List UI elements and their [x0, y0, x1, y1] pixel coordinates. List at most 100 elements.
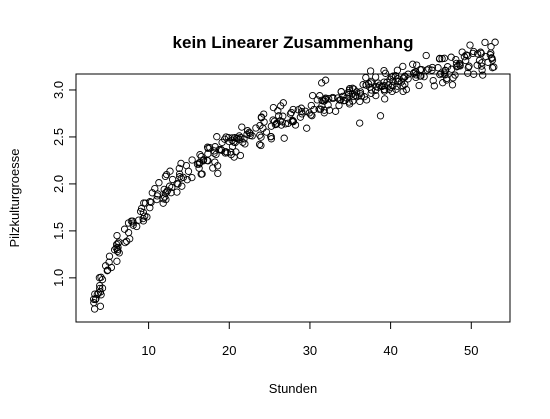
- data-point: [374, 79, 382, 87]
- data-point: [438, 55, 446, 63]
- data-point: [275, 112, 283, 120]
- data-point: [188, 156, 196, 164]
- data-point: [356, 119, 364, 127]
- data-point: [252, 124, 260, 132]
- data-point: [284, 119, 292, 127]
- data-point: [376, 112, 385, 120]
- y-tick-label: 2.5: [51, 128, 66, 146]
- data-point: [241, 140, 249, 148]
- data-point: [318, 96, 326, 104]
- data-point: [143, 213, 151, 221]
- data-point: [479, 71, 487, 79]
- x-tick-label: 30: [303, 343, 317, 358]
- data-point: [129, 219, 137, 227]
- data-point: [399, 62, 407, 71]
- data-point: [269, 103, 278, 112]
- data-point: [298, 108, 306, 116]
- data-point: [279, 99, 287, 107]
- y-tick-label: 1.5: [51, 222, 66, 240]
- data-point: [113, 231, 121, 240]
- data-point: [97, 273, 105, 281]
- data-point: [168, 175, 177, 184]
- data-point: [345, 98, 353, 106]
- data-point: [289, 117, 297, 125]
- data-point: [155, 179, 163, 187]
- data-point: [477, 49, 485, 58]
- data-point: [402, 85, 411, 94]
- data-point: [96, 281, 104, 290]
- data-point: [273, 119, 281, 127]
- data-point: [417, 65, 426, 74]
- data-point: [412, 73, 420, 82]
- data-point: [362, 73, 370, 82]
- data-point: [345, 90, 353, 98]
- data-point: [161, 189, 170, 197]
- data-point: [165, 182, 174, 190]
- x-axis: 10 20 30 40 50: [141, 321, 479, 358]
- data-point: [197, 152, 205, 161]
- data-point: [458, 48, 466, 56]
- y-tick-label: 3.0: [51, 81, 66, 99]
- data-point: [93, 290, 101, 299]
- data-point: [214, 169, 222, 178]
- data-point: [320, 106, 328, 114]
- data-point: [387, 73, 396, 81]
- data-point: [443, 63, 452, 71]
- data-point: [176, 173, 184, 181]
- data-point: [173, 188, 181, 196]
- data-point: [204, 144, 212, 153]
- data-point: [329, 93, 337, 102]
- y-axis-label: Pilzkulturgroesse: [7, 149, 22, 248]
- data-point: [366, 67, 375, 75]
- data-point: [449, 74, 457, 82]
- data-point: [197, 170, 205, 178]
- data-point: [237, 134, 245, 142]
- data-point: [490, 63, 498, 71]
- data-point: [391, 72, 400, 80]
- data-point: [277, 121, 286, 129]
- data-point: [267, 122, 276, 130]
- data-point: [401, 72, 409, 80]
- data-point: [320, 109, 328, 117]
- data-point: [124, 219, 133, 227]
- data-point: [167, 189, 175, 197]
- data-point: [243, 130, 251, 139]
- data-point: [383, 78, 391, 86]
- data-point: [307, 111, 315, 119]
- data-point: [456, 61, 464, 69]
- data-point: [105, 252, 114, 260]
- data-point: [447, 53, 455, 61]
- data-point: [115, 238, 123, 246]
- data-point: [227, 150, 235, 159]
- data-point: [352, 88, 361, 96]
- data-point: [96, 302, 105, 310]
- data-point: [349, 97, 357, 105]
- data-point: [371, 73, 380, 81]
- data-point: [236, 151, 245, 160]
- data-point: [452, 55, 460, 64]
- data-point: [209, 164, 217, 172]
- data-point: [422, 51, 430, 60]
- x-tick-label: 50: [464, 343, 478, 358]
- y-tick-label: 1.0: [51, 269, 66, 287]
- data-point: [92, 295, 100, 303]
- data-point: [173, 179, 181, 188]
- data-point: [465, 62, 473, 70]
- data-point: [436, 70, 444, 79]
- data-point: [387, 83, 395, 91]
- data-point: [255, 140, 264, 149]
- data-point: [340, 97, 348, 105]
- data-point: [147, 198, 155, 207]
- data-point: [139, 208, 148, 217]
- data-point: [166, 167, 174, 175]
- data-point: [420, 73, 428, 81]
- data-point: [210, 147, 218, 155]
- data-point: [238, 123, 246, 131]
- data-point: [199, 157, 207, 165]
- data-point: [488, 64, 497, 72]
- data-point: [372, 91, 380, 100]
- data-point: [316, 92, 324, 100]
- data-point: [441, 67, 450, 75]
- data-point: [473, 50, 482, 58]
